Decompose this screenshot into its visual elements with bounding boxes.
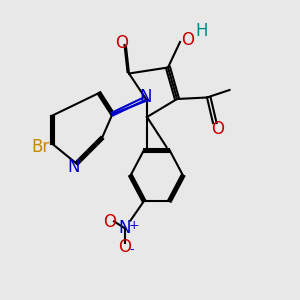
Text: O: O (211, 120, 224, 138)
Text: N: N (118, 219, 131, 237)
Text: O: O (103, 213, 116, 231)
Text: H: H (196, 22, 208, 40)
Text: -: - (130, 243, 134, 256)
Text: N: N (67, 158, 80, 175)
Text: +: + (128, 219, 139, 232)
Text: O: O (115, 34, 128, 52)
Text: O: O (118, 238, 131, 256)
Text: Br: Br (32, 138, 50, 156)
Text: N: N (139, 88, 152, 106)
Text: O: O (181, 31, 194, 49)
